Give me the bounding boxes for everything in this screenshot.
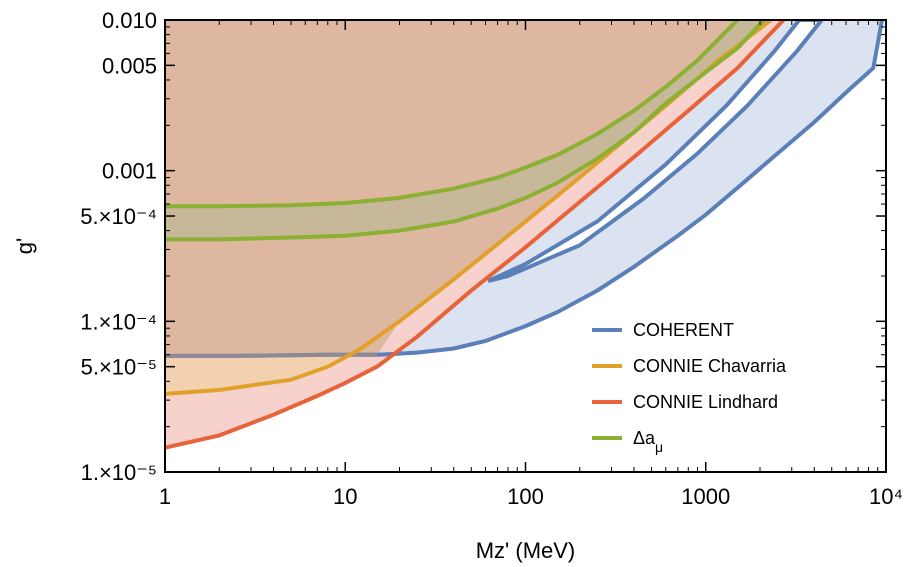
y-tick-label: 1.×10⁻⁵ <box>81 460 157 485</box>
delta-a-mu-lower-curve <box>165 20 766 242</box>
exclusion-regions <box>165 20 886 448</box>
x-tick-label: 10⁴ <box>869 484 903 509</box>
delta-a-mu-band <box>165 20 764 240</box>
legend-label: COHERENT <box>633 320 734 340</box>
x-tick-label: 10 <box>333 484 357 509</box>
connie-lindhard-curve <box>165 20 785 450</box>
y-tick-label: 5.×10⁻⁵ <box>81 355 157 380</box>
x-tick-label: 100 <box>507 484 544 509</box>
y-tick-label: 5.×10⁻⁴ <box>80 204 157 229</box>
x-tick-label: 1 <box>159 484 171 509</box>
x-axis-ticks: 1 10 100 1000 10⁴ <box>159 20 903 509</box>
legend-label: Δaμ <box>633 428 663 455</box>
y-tick-label: 1.×10⁻⁴ <box>80 309 157 334</box>
delta-a-mu-upper-curve <box>165 20 739 209</box>
coherent-island <box>488 20 822 282</box>
x-axis-label: Mz' (MeV) <box>476 538 576 563</box>
y-tick-label: 0.010 <box>102 8 157 33</box>
y-axis-label: g' <box>12 238 37 254</box>
x-tick-label: 1000 <box>681 484 730 509</box>
coherent-island-curve <box>487 20 825 284</box>
legend: COHERENT CONNIE Chavarria CONNIE Lindhard Δ… <box>592 320 787 455</box>
limit-curves <box>165 20 884 450</box>
y-tick-label: 0.001 <box>102 159 157 184</box>
legend-label: CONNIE Lindhard <box>633 392 778 412</box>
legend-label: CONNIE Chavarria <box>633 356 787 376</box>
y-tick-label: 0.005 <box>102 53 157 78</box>
y-axis-ticks: 1.×10⁻⁵ 5.×10⁻⁵ 1.×10⁻⁴ 5.×10⁻⁴ 0.001 0.005 0.… <box>80 8 886 485</box>
